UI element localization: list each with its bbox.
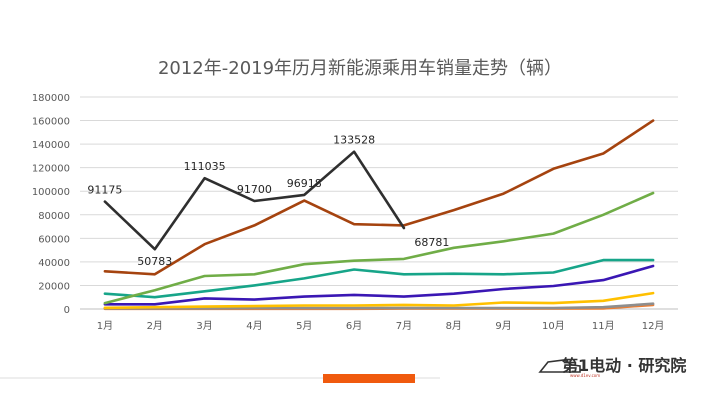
gridlines: [80, 96, 678, 310]
x-tick-label: 7月: [396, 320, 412, 332]
chart-title: 2012年-2019年历月新能源乘用车销量走势（辆）: [158, 58, 562, 79]
x-tick-label: 3月: [196, 320, 212, 332]
y-tick-label: 0: [64, 305, 70, 316]
series-line-5: [103, 264, 655, 306]
logo-text: 第1电动 · 研究院: [562, 356, 686, 375]
x-tick-label: 4月: [246, 320, 262, 332]
data-label: 133528: [333, 134, 375, 147]
series-line-7: [103, 302, 655, 310]
data-label: 91700: [237, 183, 272, 196]
logo-url: www.d1ev.com: [570, 373, 600, 378]
x-tick-label: 12月: [642, 320, 665, 332]
x-tick-label: 2月: [147, 320, 163, 332]
y-tick-label: 160000: [32, 117, 70, 128]
x-tick-label: 10月: [542, 320, 565, 332]
y-axis: 0 20000 40000 60000 80000 100000 120000 140000 1…: [32, 93, 70, 316]
x-tick-label: 1月: [97, 320, 113, 332]
series-line-1: [103, 150, 406, 251]
series-line-6: [103, 291, 655, 310]
data-label: 91175: [87, 184, 122, 197]
x-tick-label: 5月: [296, 320, 312, 332]
data-labels: 91175 50783 111035 91700 96918 133528 68781: [87, 134, 449, 268]
y-tick-label: 100000: [32, 187, 70, 198]
data-label: 111035: [184, 160, 226, 173]
series-line-3: [103, 191, 655, 305]
y-tick-label: 20000: [38, 281, 70, 292]
y-tick-label: 80000: [38, 211, 70, 222]
x-tick-label: 6月: [346, 320, 362, 332]
footer-accent-bar: [323, 374, 415, 383]
y-tick-label: 180000: [32, 93, 70, 104]
y-tick-label: 60000: [38, 234, 70, 245]
y-tick-label: 140000: [32, 140, 70, 151]
logo: 第1电动 · 研究院 www.d1ev.com: [538, 356, 686, 378]
data-label: 50783: [137, 255, 172, 268]
series-line-2: [103, 119, 655, 276]
series-line-4: [103, 258, 655, 299]
data-label: 68781: [414, 236, 449, 249]
data-label: 96918: [287, 177, 322, 190]
x-tick-label: 9月: [495, 320, 511, 332]
y-tick-label: 120000: [32, 164, 70, 175]
series-group: [103, 119, 655, 311]
x-tick-label: 8月: [446, 320, 462, 332]
car-icon: [538, 359, 581, 373]
y-tick-label: 40000: [38, 258, 70, 269]
x-axis: 1月 2月 3月 4月 5月 6月 7月 8月 9月 10月 11月 12月: [97, 320, 665, 332]
x-tick-label: 11月: [592, 320, 615, 332]
